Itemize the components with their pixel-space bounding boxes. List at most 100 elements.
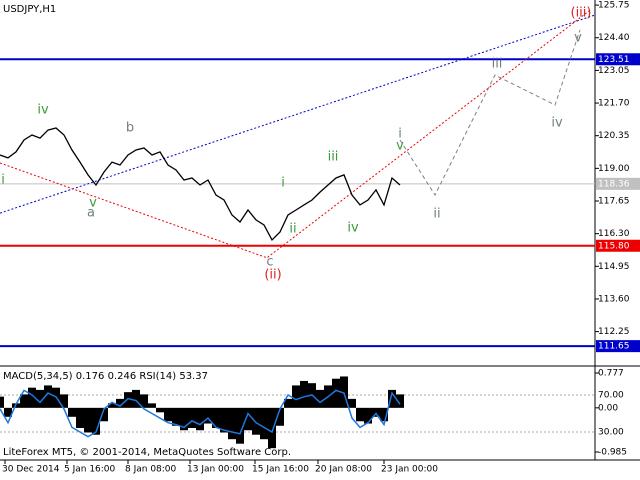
y-tick-label: 113.60 (598, 294, 630, 304)
macd-bar (140, 394, 148, 408)
macd-bar (396, 394, 404, 408)
wave-label: v (574, 31, 582, 46)
macd-bar (212, 407, 220, 429)
macd-bar (84, 407, 92, 433)
price-level-label: 123.51 (598, 55, 630, 65)
y-tick-label: -0.985 (598, 447, 627, 457)
price-level-label: 111.65 (598, 342, 630, 352)
macd-bar (260, 407, 268, 440)
y2-tick-label: 70.00 (598, 390, 624, 400)
price-level-tag (596, 177, 640, 190)
macd-bar (252, 407, 260, 435)
price-level-tag (596, 53, 640, 66)
symbol-title: USDJPY,H1 (3, 4, 56, 15)
macd-bar (188, 407, 196, 429)
macd-bar (268, 407, 276, 449)
wave-label: iii (328, 150, 339, 165)
macd-bar (356, 407, 364, 422)
wave-label: v (89, 196, 97, 211)
macd-bar (36, 389, 44, 408)
macd-bar (244, 407, 252, 431)
macd-bar (4, 407, 12, 417)
y-tick-label: 0.777 (598, 369, 624, 379)
y-tick-label: 0.00 (598, 403, 618, 413)
macd-bar (164, 407, 172, 422)
macd-bar (0, 396, 4, 408)
price-line (0, 127, 401, 241)
macd-bar (92, 407, 100, 435)
wave-label: iii (492, 57, 503, 72)
wave-label: c (266, 255, 273, 270)
y-tick-label: 123.05 (598, 66, 630, 76)
macd-bar (316, 389, 324, 408)
macd-bar (60, 394, 68, 408)
y-tick-label: 114.95 (598, 262, 630, 272)
wave-label: i (398, 127, 402, 142)
macd-bar (20, 394, 28, 408)
macd-bar (332, 378, 340, 408)
wave-label: b (126, 121, 134, 136)
indicator-title: MACD(5,34,5) 0.176 0.246 RSI(14) 53.37 (3, 371, 208, 382)
macd-bar (204, 407, 212, 424)
macd-bar (108, 403, 116, 408)
copyright: LiteForex MT5, © 2001-2014, MetaQuotes S… (3, 447, 291, 458)
macd-bar (76, 407, 84, 429)
wave-label: ii (433, 207, 440, 222)
y-tick-label: 116.30 (598, 229, 630, 239)
x-tick-label: 5 Jan 16:00 (64, 465, 116, 475)
y-tick-label: 121.70 (598, 99, 630, 109)
macd-bar (372, 407, 380, 417)
macd-bar (124, 392, 132, 408)
y-tick-label: 117.65 (598, 197, 630, 207)
macd-bar (100, 407, 108, 422)
macd-bar (284, 398, 292, 408)
macd-bar (44, 385, 52, 408)
macd-bar (276, 407, 284, 426)
y-tick-label: 124.40 (598, 33, 630, 43)
x-tick-label: 23 Jan 00:00 (381, 465, 438, 475)
wave-label: (ii) (264, 268, 281, 283)
macd-bar (116, 398, 124, 408)
macd-bar (132, 389, 140, 408)
wave-label: v (396, 139, 404, 154)
y-tick-label: 120.35 (598, 131, 630, 141)
macd-bar (68, 407, 76, 417)
wave-label: i (1, 173, 5, 188)
price-level-label: 118.36 (598, 179, 630, 189)
macd-bar (292, 385, 300, 408)
price-level-tag (596, 340, 640, 353)
price-level-tag (596, 239, 640, 252)
y-tick-label: 112.25 (598, 327, 630, 337)
wave-label: a (87, 206, 95, 221)
x-tick-label: 13 Jan 00:00 (187, 465, 244, 475)
macd-bar (300, 380, 308, 408)
macd-bar (220, 407, 228, 433)
x-tick-label: 30 Dec 2014 (2, 465, 60, 475)
wave-label: (iii) (571, 6, 592, 21)
macd-bar (236, 407, 244, 444)
macd-bar (180, 407, 188, 431)
macd-bar (388, 389, 396, 408)
y2-tick-label: 30.00 (598, 427, 624, 437)
macd-bar (196, 407, 204, 431)
x-tick-label: 15 Jan 16:00 (252, 465, 309, 475)
wave-label: iv (347, 221, 359, 236)
x-tick-label: 8 Jan 08:00 (125, 465, 177, 475)
y-tick-label: 125.75 (598, 1, 630, 11)
macd-bar (156, 407, 164, 413)
rsi-line (0, 389, 401, 438)
macd-bar (172, 407, 180, 426)
price-level-label: 115.80 (598, 241, 630, 251)
wave-label: i (281, 176, 285, 191)
macd-bar (348, 398, 356, 408)
x-tick-label: 20 Jan 08:00 (315, 465, 372, 475)
wave-label: ii (289, 222, 296, 237)
y-tick-label: 119.00 (598, 164, 630, 174)
macd-bar (340, 376, 348, 408)
macd-bar (28, 387, 36, 408)
wave-label: iv (37, 103, 49, 118)
trend-line (399, 29, 581, 197)
macd-bar (364, 407, 372, 424)
macd-bar (148, 403, 156, 408)
